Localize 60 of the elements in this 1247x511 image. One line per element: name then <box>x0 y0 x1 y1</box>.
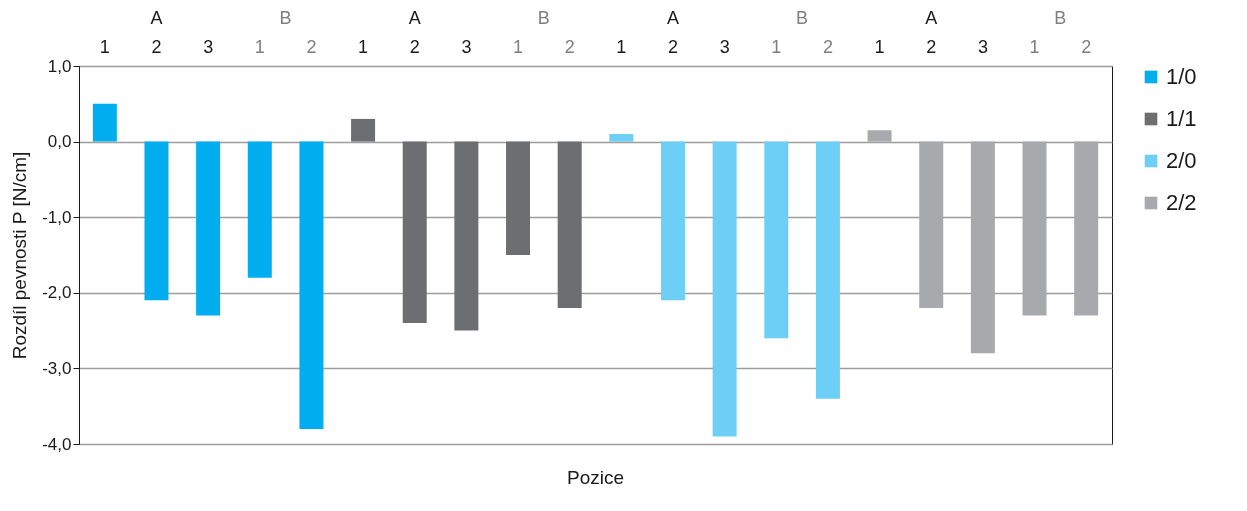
text: B <box>796 8 809 28</box>
bar <box>712 141 737 437</box>
legend-label: 2/2 <box>1166 190 1197 215</box>
x-tick-label: 1 <box>513 36 524 57</box>
bar <box>144 141 169 301</box>
bar <box>247 141 272 278</box>
x-tick-label: 3 <box>719 36 730 57</box>
bar <box>454 141 479 331</box>
x-tick-label: 1 <box>358 36 369 57</box>
legend-label: 1/1 <box>1166 106 1197 131</box>
bar <box>506 141 531 255</box>
bar <box>764 141 789 339</box>
text: B <box>537 8 550 28</box>
x-tick-label: 3 <box>977 36 988 57</box>
y-tick-label: -1,0 <box>42 207 72 227</box>
x-tick-label: 3 <box>461 36 472 57</box>
bar <box>867 130 892 142</box>
x-axis-title: Pozice <box>566 467 625 488</box>
legend-label: 1/0 <box>1166 64 1197 89</box>
x-tick-label: 2 <box>151 36 162 57</box>
text: A <box>666 8 679 28</box>
x-tick-label: 1 <box>771 36 782 57</box>
bar <box>299 141 324 429</box>
bar <box>557 141 582 308</box>
y-tick-label: 1,0 <box>47 56 72 76</box>
legend-label: 2/0 <box>1166 148 1197 173</box>
bar <box>609 134 634 142</box>
bar <box>92 103 117 142</box>
x-tick-label: 2 <box>822 36 833 57</box>
y-tick-label: -3,0 <box>42 358 72 378</box>
x-tick-label: 3 <box>203 36 214 57</box>
y-tick-label: -4,0 <box>42 434 72 454</box>
bar <box>660 141 685 301</box>
bar <box>196 141 221 316</box>
x-tick-label: 2 <box>306 36 317 57</box>
x-tick-label: 2 <box>1081 36 1092 57</box>
x-tick-label: 1 <box>616 36 627 57</box>
y-axis-title: Rozdíl pevnosti P [N/cm] <box>9 151 31 360</box>
text: B <box>279 8 292 28</box>
x-tick-label: 2 <box>667 36 678 57</box>
bar <box>919 141 944 308</box>
x-tick-label: 1 <box>99 36 110 57</box>
y-tick-label: -2,0 <box>42 283 72 303</box>
text: B <box>1054 8 1067 28</box>
bar <box>815 141 840 399</box>
bar <box>1022 141 1047 316</box>
text: A <box>408 8 421 28</box>
x-tick-label: 2 <box>926 36 937 57</box>
x-tick-label: 1 <box>874 36 885 57</box>
text: A <box>925 8 938 28</box>
bar <box>1074 141 1099 316</box>
x-tick-label: 1 <box>254 36 265 57</box>
x-tick-label: 1 <box>1029 36 1040 57</box>
bar <box>351 118 376 142</box>
bar <box>402 141 427 324</box>
x-tick-label: 2 <box>564 36 575 57</box>
text: A <box>150 8 163 28</box>
y-tick-label: 0,0 <box>47 132 72 152</box>
x-tick-label: 2 <box>409 36 420 57</box>
bar <box>970 141 995 354</box>
